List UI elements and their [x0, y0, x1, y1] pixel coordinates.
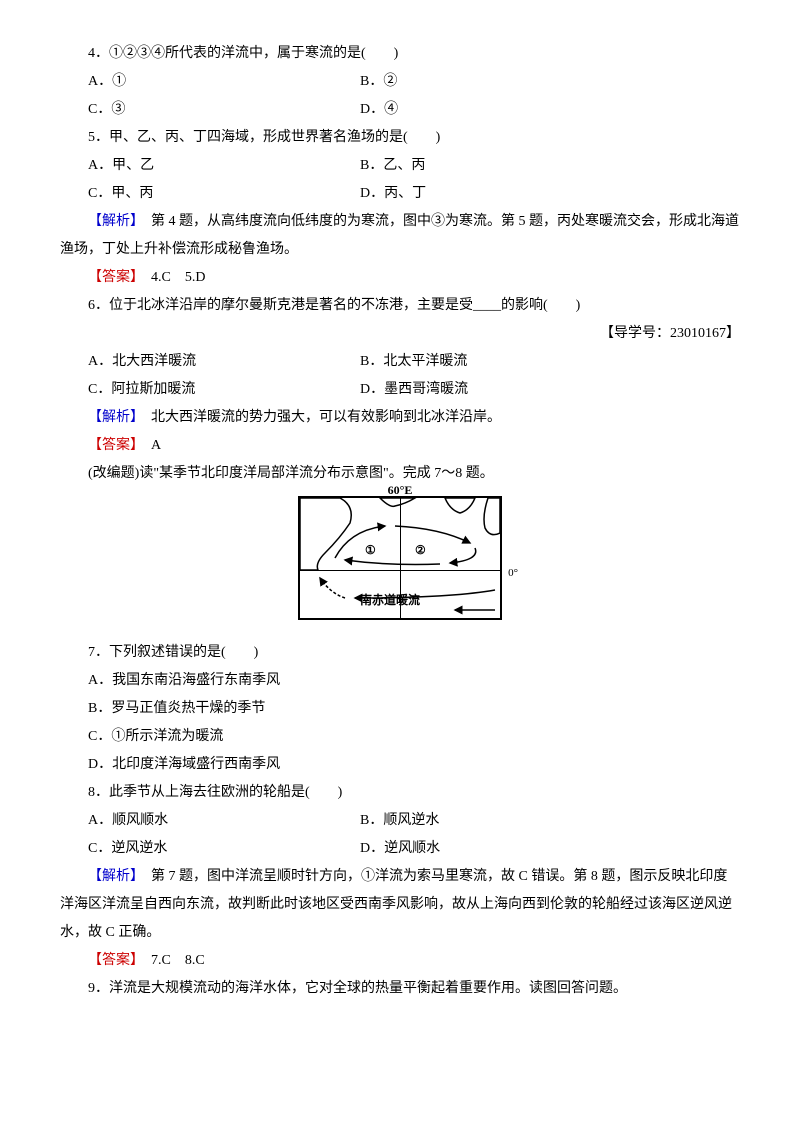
- answer-text: A: [137, 438, 161, 453]
- explanation-label: 【解析】: [88, 214, 137, 229]
- q4-stem: 4．①②③④所代表的洋流中，属于寒流的是( ): [60, 40, 740, 68]
- q4-d: D．④: [360, 96, 398, 124]
- q4-c: C．③: [60, 96, 360, 124]
- answer-label: 【答案】: [88, 270, 137, 285]
- q6-guide: 【导学号：23010167】: [60, 320, 740, 348]
- q6-d: D．墨西哥湾暖流: [360, 376, 468, 404]
- q9-stem: 9．洋流是大规模流动的海洋水体，它对全球的热量平衡起着重要作用。读图回答问题。: [60, 975, 740, 1003]
- q5-c: C．甲、丙: [60, 180, 360, 208]
- q5-b: B．乙、丙: [360, 152, 425, 180]
- answer-label: 【答案】: [88, 953, 137, 968]
- q7-d: D．北印度洋海域盛行西南季风: [60, 751, 740, 779]
- figure-equator-label: 0°: [508, 562, 518, 584]
- figure-wrap: 60°E 0° ① ② 南赤道暖流: [60, 496, 740, 631]
- q8-b: B．顺风逆水: [360, 807, 439, 835]
- q8-a: A．顺风顺水: [60, 807, 360, 835]
- explanation-text: 第 7 题，图中洋流呈顺时针方向，①洋流为索马里寒流，故 C 错误。第 8 题，…: [60, 869, 732, 940]
- q7-b: B．罗马正值炎热干燥的季节: [60, 695, 740, 723]
- q5-stem: 5．甲、乙、丙、丁四海域，形成世界著名渔场的是( ): [60, 124, 740, 152]
- q6-a: A．北大西洋暖流: [60, 348, 360, 376]
- q6-row-cd: C．阿拉斯加暖流 D．墨西哥湾暖流: [60, 376, 740, 404]
- q8-stem: 8．此季节从上海去往欧洲的轮船是( ): [60, 779, 740, 807]
- explanation-text: 第 4 题，从高纬度流向低纬度的为寒流，图中③为寒流。第 5 题，丙处寒暖流交会…: [60, 214, 739, 257]
- explanation-label: 【解析】: [88, 869, 137, 884]
- q4-b: B．②: [360, 68, 397, 96]
- q7-c: C．①所示洋流为暖流: [60, 723, 740, 751]
- answer-text: 7.C 8.C: [137, 953, 205, 968]
- explanation-78: 【解析】 第 7 题，图中洋流呈顺时针方向，①洋流为索马里寒流，故 C 错误。第…: [60, 863, 740, 947]
- q6-row-ab: A．北大西洋暖流 B．北太平洋暖流: [60, 348, 740, 376]
- figure-svg: [300, 498, 500, 618]
- q4-row-cd: C．③ D．④: [60, 96, 740, 124]
- q6-c: C．阿拉斯加暖流: [60, 376, 360, 404]
- q7-a: A．我国东南沿海盛行东南季风: [60, 667, 740, 695]
- explanation-text: 北大西洋暖流的势力强大，可以有效影响到北冰洋沿岸。: [137, 410, 501, 425]
- explanation-45: 【解析】 第 4 题，从高纬度流向低纬度的为寒流，图中③为寒流。第 5 题，丙处…: [60, 208, 740, 264]
- q5-d: D．丙、丁: [360, 180, 426, 208]
- answer-label: 【答案】: [88, 438, 137, 453]
- q8-row-cd: C．逆风逆水 D．逆风顺水: [60, 835, 740, 863]
- q5-row-ab: A．甲、乙 B．乙、丙: [60, 152, 740, 180]
- q6-stem: 6．位于北冰洋沿岸的摩尔曼斯克港是著名的不冻港，主要是受____的影响( ): [60, 292, 740, 320]
- answer-45: 【答案】 4.C 5.D: [60, 264, 740, 292]
- q5-row-cd: C．甲、丙 D．丙、丁: [60, 180, 740, 208]
- q4-row-ab: A．① B．②: [60, 68, 740, 96]
- answer-6: 【答案】 A: [60, 432, 740, 460]
- q6-b: B．北太平洋暖流: [360, 348, 467, 376]
- answer-text: 4.C 5.D: [137, 270, 205, 285]
- explanation-label: 【解析】: [88, 410, 137, 425]
- explanation-6: 【解析】 北大西洋暖流的势力强大，可以有效影响到北冰洋沿岸。: [60, 404, 740, 432]
- q4-a: A．①: [60, 68, 360, 96]
- q5-a: A．甲、乙: [60, 152, 360, 180]
- q8-row-ab: A．顺风顺水 B．顺风逆水: [60, 807, 740, 835]
- q7-stem: 7．下列叙述错误的是( ): [60, 639, 740, 667]
- figure-ocean-currents: 60°E 0° ① ② 南赤道暖流: [298, 496, 502, 620]
- q8-c: C．逆风逆水: [60, 835, 360, 863]
- answer-78: 【答案】 7.C 8.C: [60, 947, 740, 975]
- q8-d: D．逆风顺水: [360, 835, 440, 863]
